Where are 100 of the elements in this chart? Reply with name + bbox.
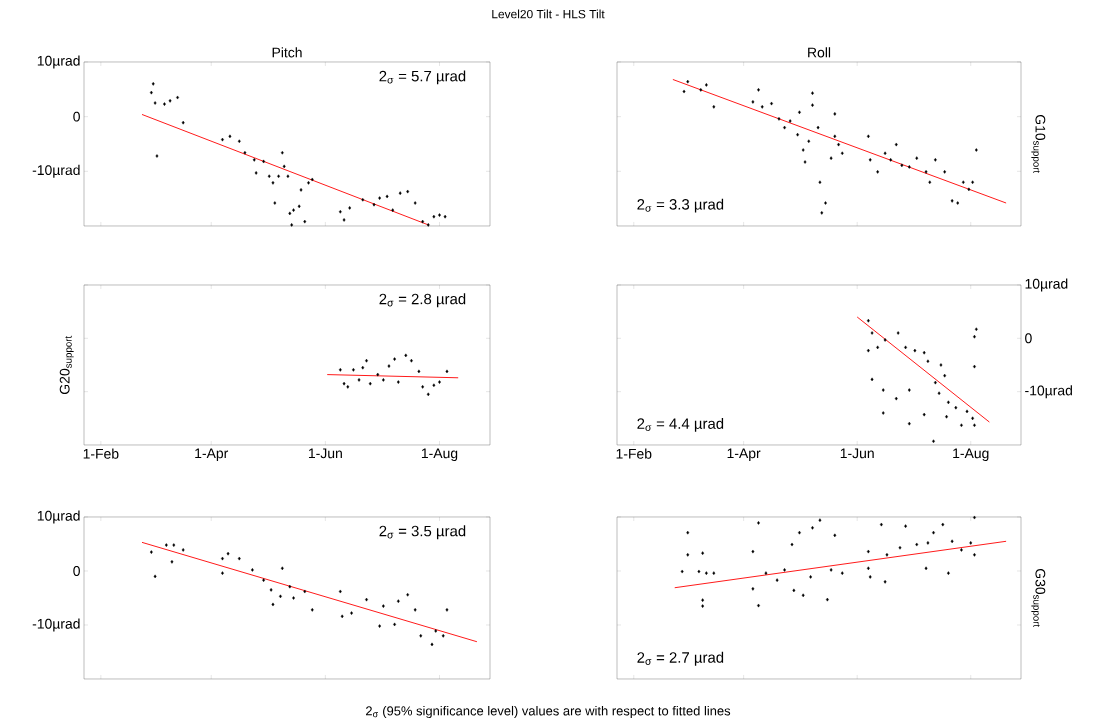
point (342, 381, 346, 386)
point (151, 82, 155, 86)
point (404, 353, 408, 358)
point (889, 158, 893, 162)
point (833, 112, 837, 116)
point (426, 223, 430, 227)
chart-subtitle: Pitch (272, 47, 302, 58)
point (250, 568, 254, 572)
point (226, 551, 230, 556)
annotation: 2$_{σ}$ = 3.3 µrad (637, 198, 724, 213)
point (960, 423, 963, 428)
point (933, 380, 937, 385)
point (881, 388, 885, 392)
point (907, 421, 911, 426)
point (338, 589, 342, 594)
point (701, 551, 705, 555)
point (798, 110, 801, 115)
point (971, 416, 975, 421)
point (868, 575, 872, 579)
point (876, 170, 880, 174)
point (365, 358, 368, 363)
point (269, 588, 273, 592)
point (338, 209, 342, 214)
point (883, 338, 887, 342)
point (419, 633, 423, 638)
point (381, 378, 385, 382)
point (438, 380, 441, 384)
point (825, 597, 829, 602)
point (764, 571, 768, 575)
point (818, 180, 822, 185)
point (973, 552, 976, 557)
point (971, 180, 975, 185)
point (155, 154, 159, 158)
point (816, 125, 820, 130)
point (153, 574, 157, 579)
point (348, 206, 352, 210)
point (790, 542, 794, 547)
text: 2$_{σ}$ (95% significance level) values are with respect to fitted lines (366, 705, 731, 719)
y-tick-label: -10µrad (32, 618, 80, 632)
point (357, 378, 361, 382)
annotation: 2$_{σ}$ = 4.4 µrad (637, 417, 724, 432)
point (396, 380, 400, 384)
point (680, 569, 684, 574)
point (824, 201, 827, 205)
point (368, 381, 372, 386)
point (866, 549, 870, 554)
y-axis-title: G10$_{support}$ (1031, 114, 1046, 174)
x-tick-label: 1-Feb (616, 448, 652, 459)
point (757, 521, 760, 525)
point (915, 156, 919, 160)
point (307, 180, 310, 185)
point (954, 405, 958, 410)
point (924, 566, 928, 571)
x-tick-label: 1-Apr (727, 448, 761, 461)
point (866, 134, 870, 139)
point (378, 196, 382, 200)
point (974, 327, 978, 332)
point (303, 219, 307, 224)
x-tick-label: 1-Jun (840, 448, 874, 459)
point (961, 180, 965, 185)
point (973, 515, 976, 520)
point (704, 83, 708, 87)
point (686, 79, 690, 84)
point (866, 566, 870, 571)
point (254, 171, 258, 175)
point (168, 98, 172, 103)
point (760, 105, 764, 109)
point (262, 159, 266, 164)
point (960, 548, 963, 552)
point (310, 177, 314, 182)
point (898, 545, 902, 550)
point (286, 174, 290, 179)
point (751, 549, 755, 554)
point (811, 103, 814, 107)
point (421, 385, 425, 389)
point (926, 359, 930, 364)
point (273, 201, 277, 205)
point (798, 530, 801, 535)
point (907, 165, 911, 169)
text: Level20 Tilt - HLS Tilt (492, 9, 605, 19)
point (149, 90, 153, 95)
point (280, 150, 284, 155)
x-tick-label: 1-Aug (421, 448, 458, 461)
point (837, 142, 840, 147)
point (973, 423, 976, 428)
point (896, 331, 900, 335)
point (820, 211, 824, 215)
point (277, 174, 280, 179)
point (950, 539, 954, 544)
point (310, 608, 314, 612)
point (297, 204, 301, 209)
x-tick-label: 1-Jun (308, 448, 342, 459)
point (973, 364, 976, 369)
point (172, 543, 176, 547)
annotation: 2$_{σ}$ = 3.5 µrad (379, 525, 466, 540)
point (352, 367, 355, 372)
point (926, 541, 930, 545)
point (973, 334, 976, 339)
point (299, 188, 303, 192)
point (686, 552, 690, 557)
